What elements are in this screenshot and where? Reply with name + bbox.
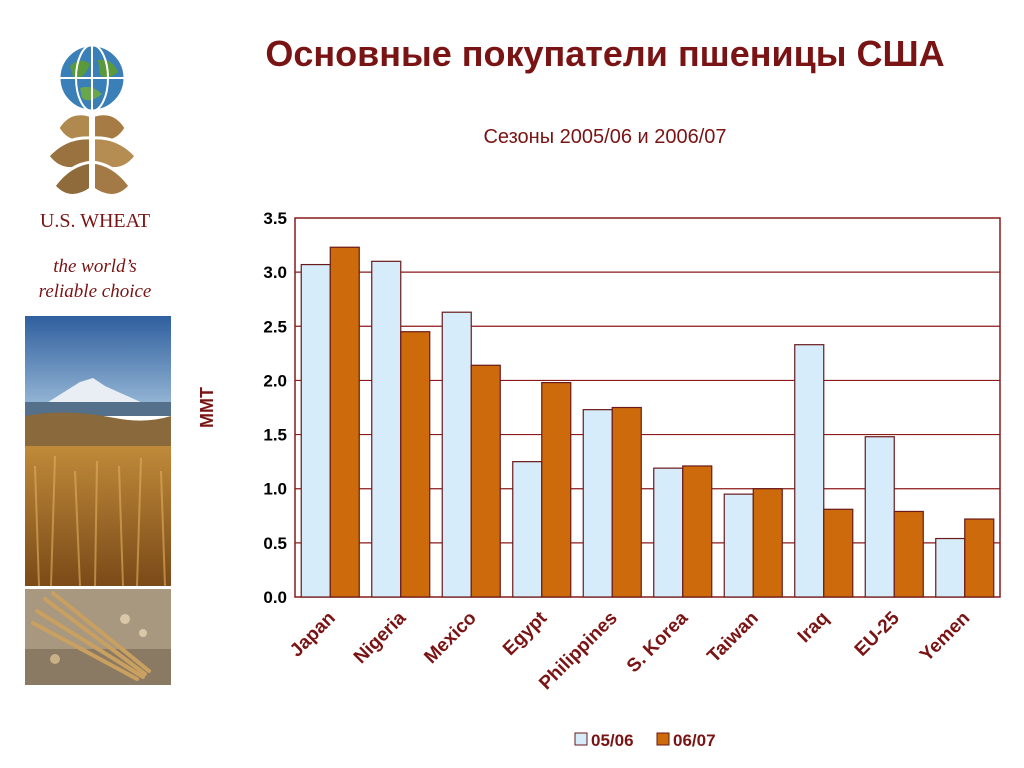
tagline-line-2: reliable choice — [38, 281, 152, 302]
legend-swatch — [574, 732, 588, 746]
brand-tagline: the world’s reliable choice — [0, 254, 190, 304]
y-tick-label: 0.5 — [263, 534, 287, 553]
bar-05-06-s-korea — [653, 467, 684, 598]
tagline-line-1: the world’s — [53, 256, 137, 277]
sidebar: U.S. WHEAT the world’s reliable choice — [0, 0, 190, 768]
brand-name: U.S. WHEAT — [39, 210, 151, 232]
legend-swatch — [656, 732, 670, 746]
us-wheat-logo-icon — [46, 43, 138, 208]
bar-05-06-japan — [300, 263, 331, 598]
y-tick-label: 1.5 — [263, 426, 287, 445]
bar-06-07-egypt — [541, 381, 572, 598]
y-tick-label: 0.0 — [263, 588, 287, 607]
x-tick-label: Iraq — [794, 608, 833, 647]
page-title: Основные покупатели пшеницы США — [265, 33, 945, 74]
bar-06-07-eu-25 — [893, 510, 924, 598]
y-tick-label: 2.5 — [263, 317, 287, 336]
x-tick-label: Taiwan — [703, 608, 762, 667]
x-tick-label: Mexico — [420, 608, 480, 668]
y-tick-label: 1.0 — [263, 480, 287, 499]
legend-label: 06/07 — [673, 731, 716, 750]
bar-05-06-iraq — [794, 344, 825, 598]
bar-06-07-philippines — [611, 406, 642, 598]
y-tick-label: 3.0 — [263, 263, 287, 282]
bar-05-06-taiwan — [723, 493, 754, 598]
bar-06-07-mexico — [470, 364, 501, 598]
bar-05-06-nigeria — [371, 260, 402, 598]
bar-05-06-mexico — [441, 311, 472, 598]
y-tick-label: 3.5 — [263, 209, 287, 228]
x-tick-label: Japan — [286, 608, 340, 662]
x-tick-label: Egypt — [499, 607, 552, 660]
bar-05-06-philippines — [582, 409, 613, 598]
bar-06-07-japan — [329, 246, 360, 598]
y-tick-label: 2.0 — [263, 371, 287, 390]
bar-06-07-nigeria — [400, 331, 431, 598]
bar-06-07-iraq — [823, 508, 854, 598]
x-tick-label: Nigeria — [350, 607, 411, 668]
wheat-sheaf-photo — [25, 589, 171, 685]
bar-chart: 0.0 0.5 1.0 1.5 2.0 2.5 3.0 3.5 MMT Japan Nigeria M… — [197, 209, 1001, 750]
bar-05-06-eu-25 — [864, 436, 895, 598]
bar-05-06-yemen — [935, 537, 966, 598]
wheat-field-photo — [25, 316, 171, 586]
x-tick-label: EU-25 — [851, 607, 904, 660]
bar-06-07-yemen — [964, 518, 995, 598]
x-tick-label: S. Korea — [623, 607, 693, 677]
y-axis-label: MMT — [197, 387, 217, 428]
bar-05-06-egypt — [512, 461, 543, 598]
x-tick-label: Yemen — [916, 608, 974, 666]
page-subtitle: Сезоны 2005/06 и 2006/07 — [483, 126, 727, 148]
bar-06-07-taiwan — [752, 488, 783, 598]
bar-06-07-s-korea — [682, 465, 713, 598]
legend-label: 05/06 — [591, 731, 634, 750]
